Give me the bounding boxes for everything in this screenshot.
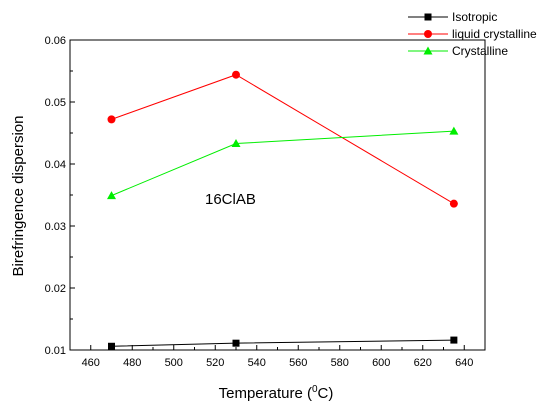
data-point: [231, 139, 241, 148]
x-axis-title: Temperature (0C): [219, 384, 334, 402]
legend-marker: [424, 13, 432, 21]
x-tick-label: 580: [331, 357, 349, 369]
x-axis-ticks: 460 480 500 520 540 560 580 600 620 640: [69, 345, 486, 369]
x-tick-label: 520: [206, 357, 224, 369]
legend-item: Crystalline: [408, 44, 508, 58]
legend-label: Crystalline: [452, 44, 508, 58]
plot-axes: [69, 39, 486, 351]
x-tick-label: 540: [248, 357, 266, 369]
x-tick-label: 640: [455, 357, 473, 369]
y-tick-label: 0.05: [45, 97, 66, 109]
legend-label: Isotropic: [452, 10, 497, 24]
x-tick-label: 620: [414, 357, 432, 369]
legend-label: liquid crystalline: [452, 27, 537, 41]
series-2: [107, 126, 459, 200]
chart-annotation: 16ClAB: [205, 191, 256, 208]
legend-item: Isotropic: [408, 10, 497, 24]
series-line: [111, 74, 455, 205]
data-point: [107, 191, 116, 200]
data-point: [232, 70, 240, 79]
data-point: [232, 339, 240, 347]
y-tick-label: 0.06: [45, 35, 66, 47]
data-point: [449, 126, 459, 135]
x-tick-label: 480: [123, 357, 141, 369]
series-0: [108, 336, 458, 350]
legend-marker: [424, 30, 432, 38]
y-tick-label: 0.03: [45, 221, 66, 233]
legend: Isotropic liquid crystalline Crystalline: [408, 10, 537, 58]
y-tick-label: 0.04: [45, 159, 66, 171]
series-line: [111, 130, 454, 197]
series-1: [107, 70, 458, 208]
y-axis-title: Birefringence dispersion: [10, 116, 27, 277]
data-point: [108, 342, 115, 350]
series-layer: [107, 70, 459, 350]
x-tick-label: 600: [372, 357, 390, 369]
y-tick-label: 0.01: [45, 345, 66, 357]
data-point: [449, 199, 458, 208]
legend-item: liquid crystalline: [408, 27, 537, 41]
x-tick-label: 500: [165, 357, 183, 369]
y-tick-label: 0.02: [45, 283, 66, 295]
plot-frame: [69, 39, 486, 351]
data-point: [450, 336, 458, 344]
series-line: [111, 339, 454, 347]
legend-marker: [423, 46, 433, 55]
y-axis-ticks: 0.01 0.02 0.03 0.04 0.05 0.06: [45, 35, 75, 357]
x-tick-label: 460: [82, 357, 100, 369]
data-point: [107, 115, 116, 124]
x-tick-label: 560: [289, 357, 307, 369]
